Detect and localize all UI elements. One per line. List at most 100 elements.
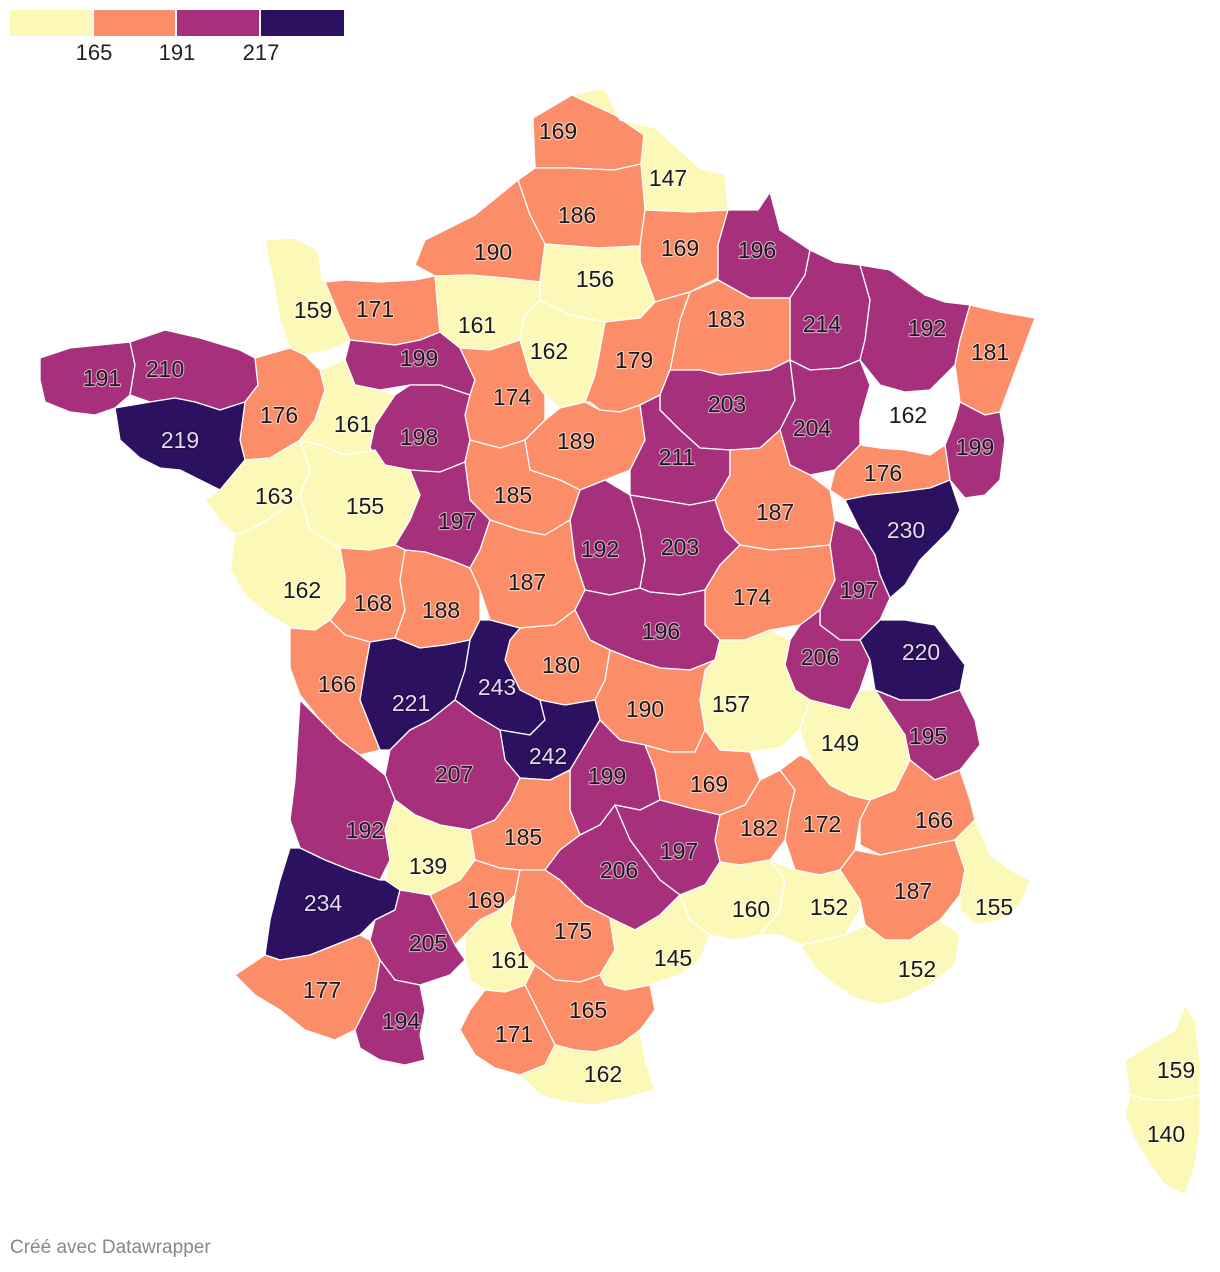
department-value-label: 171 [495, 1021, 533, 1047]
department-region[interactable] [39, 341, 136, 416]
department-value-label: 242 [529, 743, 567, 769]
department-value-label: 195 [909, 723, 947, 749]
department-value-label: 197 [660, 838, 698, 864]
department-value-label: 243 [478, 674, 516, 700]
department-value-label: 205 [409, 930, 447, 956]
legend-swatch-low [10, 10, 92, 36]
department-region[interactable] [954, 819, 1031, 926]
department-value-label: 149 [821, 730, 859, 756]
department-value-label: 161 [334, 411, 372, 437]
department-value-label: 181 [971, 339, 1009, 365]
department-region[interactable] [519, 1029, 656, 1106]
department-value-label: 206 [600, 857, 638, 883]
department-value-label: 161 [491, 947, 529, 973]
department-value-label: 187 [756, 499, 794, 525]
department-value-label: 203 [661, 534, 699, 560]
department-value-label: 169 [467, 887, 505, 913]
department-value-label: 185 [504, 824, 542, 850]
color-legend: 165 191 217 [10, 10, 350, 70]
department-value-label: 163 [255, 483, 293, 509]
department-value-label: 199 [588, 763, 626, 789]
department-value-label: 147 [649, 165, 687, 191]
department-value-label: 177 [303, 977, 341, 1003]
department-value-label: 192 [346, 817, 384, 843]
department-value-label: 161 [458, 312, 496, 338]
department-value-label: 206 [801, 644, 839, 670]
department-value-label: 179 [615, 347, 653, 373]
department-value-label: 211 [659, 444, 696, 470]
department-value-label: 199 [400, 345, 438, 371]
department-value-label: 185 [494, 482, 532, 508]
department-value-label: 203 [708, 391, 746, 417]
department-value-label: 168 [354, 590, 392, 616]
legend-swatch-mid-high [177, 10, 259, 36]
department-region[interactable] [354, 959, 426, 1066]
department-shapes [39, 87, 1201, 1196]
department-value-label: 145 [654, 945, 692, 971]
department-region[interactable] [859, 264, 971, 393]
department-region[interactable] [1124, 1094, 1201, 1196]
department-value-label: 152 [898, 956, 936, 982]
department-value-label: 183 [707, 306, 745, 332]
department-value-label: 159 [294, 297, 332, 323]
department-value-label: 176 [260, 402, 298, 428]
department-value-label: 159 [1157, 1057, 1195, 1083]
department-region[interactable] [459, 984, 556, 1076]
department-value-label: 140 [1147, 1121, 1185, 1147]
department-value-label: 197 [438, 508, 476, 534]
department-value-label: 139 [409, 853, 447, 879]
department-value-label: 174 [733, 584, 772, 610]
department-value-label: 162 [530, 338, 568, 364]
department-value-label: 176 [864, 460, 902, 486]
department-value-label: 180 [542, 652, 580, 678]
department-value-label: 162 [889, 402, 927, 428]
department-value-label: 187 [894, 878, 932, 904]
department-value-label: 219 [161, 427, 199, 453]
department-value-label: 199 [956, 434, 994, 460]
department-value-label: 198 [400, 424, 438, 450]
legend-tick-2: 191 [158, 40, 196, 65]
department-value-label: 166 [318, 671, 356, 697]
department-value-label: 174 [493, 384, 532, 410]
department-value-label: 152 [810, 894, 848, 920]
department-value-label: 214 [803, 311, 842, 337]
department-value-label: 156 [576, 266, 614, 292]
department-value-label: 191 [83, 365, 121, 391]
department-region[interactable] [799, 919, 961, 1006]
department-value-label: 189 [557, 428, 595, 454]
department-value-label: 186 [558, 202, 596, 228]
department-value-label: 169 [661, 235, 699, 261]
legend-swatch-mid-low [94, 10, 175, 36]
department-value-label: 197 [840, 577, 878, 603]
department-value-label: 166 [915, 807, 953, 833]
department-value-label: 162 [283, 577, 321, 603]
department-value-label: 196 [738, 237, 776, 263]
department-value-label: 187 [508, 569, 546, 595]
department-value-label: 169 [690, 771, 728, 797]
department-region[interactable] [1124, 1004, 1201, 1101]
department-region[interactable] [874, 689, 981, 781]
department-value-label: 182 [740, 815, 778, 841]
department-value-label: 207 [435, 761, 473, 787]
department-value-label: 175 [554, 918, 592, 944]
department-value-label: 210 [146, 356, 184, 382]
department-value-label: 204 [793, 415, 832, 441]
department-value-label: 162 [584, 1061, 622, 1087]
legend-swatch-high [261, 10, 344, 36]
department-value-label: 194 [382, 1008, 421, 1034]
department-value-label: 171 [356, 296, 394, 322]
department-region[interactable] [944, 401, 1006, 499]
department-value-label: 230 [887, 517, 925, 543]
department-value-label: 188 [422, 597, 460, 623]
department-value-label: 190 [626, 696, 664, 722]
legend-tick-1: 165 [75, 40, 113, 65]
department-value-label: 192 [908, 315, 946, 341]
department-value-label: 160 [732, 896, 770, 922]
department-labels: 169 147 186 190 169 196 156 159 171 161 214 183 192 1… [82, 117, 1197, 1148]
department-value-label: 172 [803, 811, 841, 837]
legend-tick-3: 217 [242, 40, 280, 65]
department-value-label: 157 [712, 691, 750, 717]
department-value-label: 220 [902, 639, 940, 665]
department-value-label: 234 [304, 890, 343, 916]
